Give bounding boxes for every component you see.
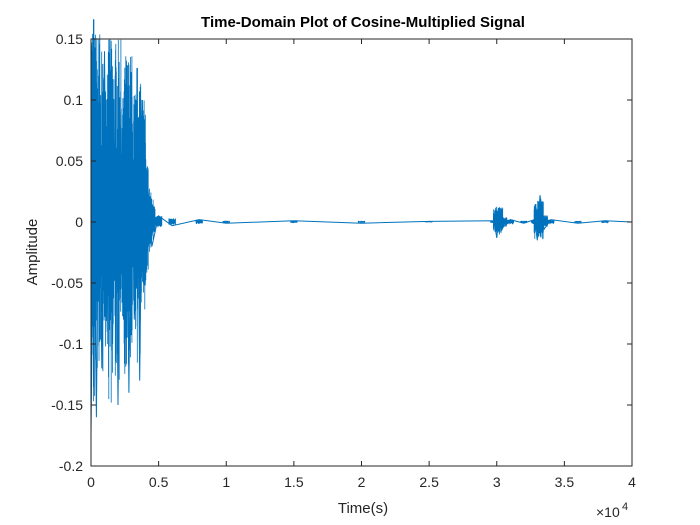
plot-area <box>91 39 632 466</box>
y-tick-label: 0.05 <box>56 153 83 169</box>
y-tick-label: -0.2 <box>59 458 83 474</box>
x-tick-label: 0.5 <box>149 474 169 490</box>
x-tick-label: 1 <box>222 474 230 490</box>
y-tick-label: -0.1 <box>59 336 83 352</box>
x-axis-label: Time(s) <box>338 500 388 517</box>
y-tick-label: -0.05 <box>51 275 83 291</box>
x-tick-label: 0 <box>87 474 95 490</box>
x-tick-label: 2.5 <box>419 474 439 490</box>
x-exponent-base: ×10 <box>596 504 620 520</box>
x-tick-label: 2 <box>358 474 366 490</box>
y-tick-label: 0 <box>75 214 83 230</box>
x-axis-exponent: ×10 4 <box>596 501 628 520</box>
x-exponent-power: 4 <box>622 501 628 513</box>
x-tick-label: 3.5 <box>555 474 575 490</box>
y-axis-label: Amplitude <box>24 219 41 286</box>
y-tick-label: -0.15 <box>51 397 83 413</box>
x-axis-ticks: 0 0.5 1 1.5 2 2.5 3 3.5 4 <box>87 39 636 490</box>
y-axis-ticks: -0.2 -0.15 -0.1 -0.05 0 0.05 0.1 0.15 <box>51 31 632 474</box>
x-tick-label: 3 <box>493 474 501 490</box>
chart-title: Time-Domain Plot of Cosine-Multiplied Si… <box>201 14 525 31</box>
y-tick-label: 0.1 <box>64 92 84 108</box>
y-tick-label: 0.15 <box>56 31 83 47</box>
x-tick-label: 4 <box>628 474 636 490</box>
x-tick-label: 1.5 <box>284 474 304 490</box>
